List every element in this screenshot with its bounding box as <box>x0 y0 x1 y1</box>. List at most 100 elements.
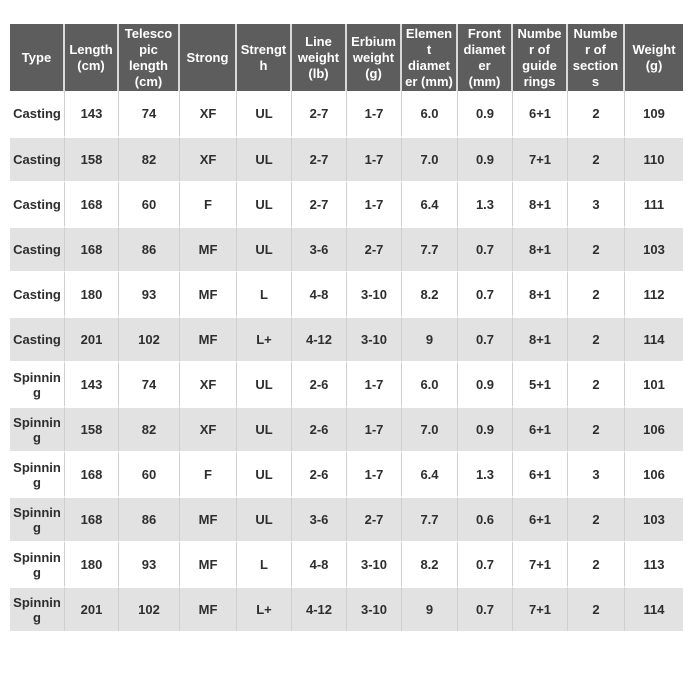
cell-line_weight: 2-6 <box>292 406 347 452</box>
cell-guide_rings: 6+1 <box>513 451 568 497</box>
cell-type: Spinning <box>10 496 65 542</box>
cell-element_diameter: 7.0 <box>402 406 458 452</box>
cell-element_diameter: 9 <box>402 586 458 632</box>
cell-sections: 2 <box>568 91 625 137</box>
cell-type: Spinning <box>10 541 65 587</box>
cell-sections: 2 <box>568 316 625 362</box>
table-row: Casting 143 74 XF UL 2-7 1-7 6.0 0.9 6+1 2 109 <box>10 91 683 137</box>
cell-sections: 2 <box>568 586 625 632</box>
cell-erbium_weight: 2-7 <box>347 496 402 542</box>
cell-telescopic_length: 60 <box>119 181 180 227</box>
cell-element_diameter: 7.0 <box>402 136 458 182</box>
cell-strong: MF <box>180 226 237 272</box>
cell-sections: 2 <box>568 271 625 317</box>
cell-length: 180 <box>65 541 119 587</box>
column-header-line_weight: Line weight (lb) <box>292 24 347 92</box>
cell-line_weight: 2-7 <box>292 136 347 182</box>
cell-telescopic_length: 82 <box>119 136 180 182</box>
cell-length: 201 <box>65 586 119 632</box>
cell-element_diameter: 8.2 <box>402 271 458 317</box>
cell-guide_rings: 8+1 <box>513 271 568 317</box>
cell-weight: 103 <box>625 226 683 272</box>
cell-strong: XF <box>180 136 237 182</box>
cell-erbium_weight: 1-7 <box>347 136 402 182</box>
cell-line_weight: 4-12 <box>292 586 347 632</box>
column-header-strength: Strength <box>237 24 292 92</box>
cell-sections: 2 <box>568 226 625 272</box>
cell-guide_rings: 8+1 <box>513 226 568 272</box>
cell-line_weight: 4-8 <box>292 271 347 317</box>
cell-front_diameter: 0.7 <box>458 541 513 587</box>
cell-line_weight: 3-6 <box>292 226 347 272</box>
cell-line_weight: 4-8 <box>292 541 347 587</box>
cell-sections: 2 <box>568 361 625 407</box>
cell-strength: L <box>237 271 292 317</box>
cell-strength: UL <box>237 361 292 407</box>
cell-front_diameter: 0.7 <box>458 271 513 317</box>
cell-line_weight: 3-6 <box>292 496 347 542</box>
cell-line_weight: 2-6 <box>292 451 347 497</box>
cell-telescopic_length: 102 <box>119 316 180 362</box>
cell-strength: UL <box>237 406 292 452</box>
cell-element_diameter: 9 <box>402 316 458 362</box>
cell-telescopic_length: 74 <box>119 91 180 137</box>
column-header-front_diameter: Front diameter (mm) <box>458 24 513 92</box>
cell-weight: 110 <box>625 136 683 182</box>
table-row: Casting 180 93 MF L 4-8 3-10 8.2 0.7 8+1 2 112 <box>10 271 683 317</box>
column-header-weight: Weight (g) <box>625 24 683 92</box>
cell-type: Spinning <box>10 361 65 407</box>
cell-weight: 106 <box>625 451 683 497</box>
cell-guide_rings: 7+1 <box>513 586 568 632</box>
cell-front_diameter: 0.7 <box>458 586 513 632</box>
header-row: Type Length (cm) Telescopic length (cm) Str… <box>10 24 683 92</box>
column-header-type: Type <box>10 24 65 92</box>
cell-erbium_weight: 2-7 <box>347 226 402 272</box>
table-body: Casting 143 74 XF UL 2-7 1-7 6.0 0.9 6+1 2 109 Casti… <box>10 91 683 632</box>
column-header-strong: Strong <box>180 24 237 92</box>
cell-strength: UL <box>237 136 292 182</box>
cell-line_weight: 4-12 <box>292 316 347 362</box>
table-row: Casting 158 82 XF UL 2-7 1-7 7.0 0.9 7+1 2 110 <box>10 136 683 182</box>
cell-element_diameter: 7.7 <box>402 496 458 542</box>
cell-strength: UL <box>237 496 292 542</box>
cell-strong: MF <box>180 316 237 362</box>
cell-strong: XF <box>180 361 237 407</box>
cell-length: 180 <box>65 271 119 317</box>
fishing-rod-spec-table: Type Length (cm) Telescopic length (cm) Str… <box>10 24 683 632</box>
table-row: Casting 201 102 MF L+ 4-12 3-10 9 0.7 8+1 2 114 <box>10 316 683 362</box>
cell-type: Casting <box>10 136 65 182</box>
cell-length: 158 <box>65 136 119 182</box>
column-header-erbium_weight: Erbium weight (g) <box>347 24 402 92</box>
cell-weight: 106 <box>625 406 683 452</box>
cell-strong: MF <box>180 496 237 542</box>
cell-element_diameter: 6.4 <box>402 451 458 497</box>
table-row: Spinning 168 86 MF UL 3-6 2-7 7.7 0.6 6+1 2 103 <box>10 496 683 542</box>
cell-telescopic_length: 102 <box>119 586 180 632</box>
cell-guide_rings: 5+1 <box>513 361 568 407</box>
cell-line_weight: 2-7 <box>292 91 347 137</box>
cell-sections: 3 <box>568 181 625 227</box>
cell-sections: 2 <box>568 496 625 542</box>
cell-type: Spinning <box>10 586 65 632</box>
cell-sections: 2 <box>568 406 625 452</box>
cell-strong: MF <box>180 271 237 317</box>
cell-guide_rings: 6+1 <box>513 496 568 542</box>
cell-strength: L+ <box>237 316 292 362</box>
cell-erbium_weight: 1-7 <box>347 91 402 137</box>
cell-weight: 103 <box>625 496 683 542</box>
cell-strong: XF <box>180 91 237 137</box>
table-row: Spinning 168 60 F UL 2-6 1-7 6.4 1.3 6+1 3 106 <box>10 451 683 497</box>
cell-telescopic_length: 86 <box>119 496 180 542</box>
cell-front_diameter: 0.6 <box>458 496 513 542</box>
cell-front_diameter: 0.9 <box>458 406 513 452</box>
cell-weight: 101 <box>625 361 683 407</box>
cell-guide_rings: 6+1 <box>513 91 568 137</box>
cell-front_diameter: 0.9 <box>458 136 513 182</box>
cell-front_diameter: 1.3 <box>458 181 513 227</box>
cell-front_diameter: 0.7 <box>458 316 513 362</box>
cell-guide_rings: 7+1 <box>513 541 568 587</box>
cell-weight: 114 <box>625 586 683 632</box>
cell-strength: L <box>237 541 292 587</box>
cell-element_diameter: 6.4 <box>402 181 458 227</box>
cell-length: 158 <box>65 406 119 452</box>
